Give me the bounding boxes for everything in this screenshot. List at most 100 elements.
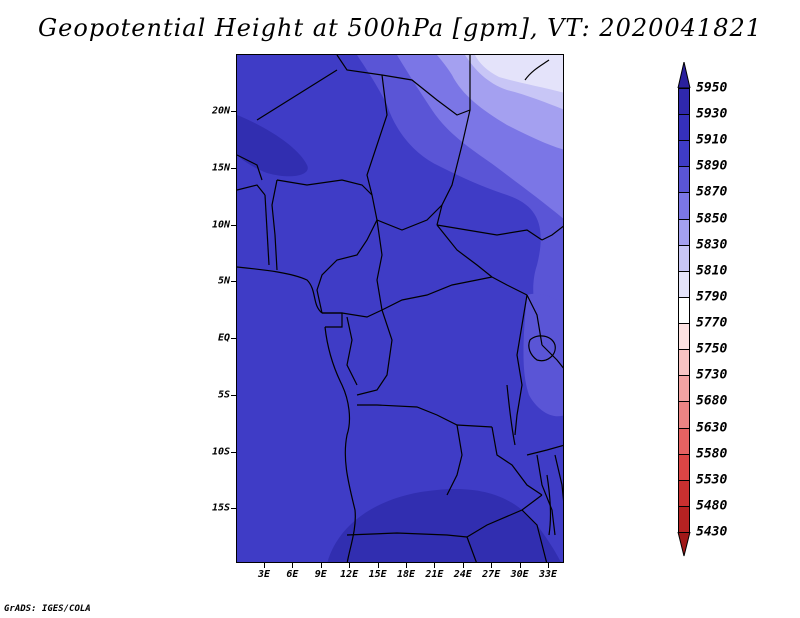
colorbar-tick <box>678 323 690 325</box>
colorbar-swatch <box>678 323 690 350</box>
longitude-tick <box>349 563 351 568</box>
geopotential-height-map <box>237 55 563 562</box>
latitude-tick <box>231 338 236 339</box>
colorbar-tick <box>678 114 690 116</box>
colorbar-swatch <box>678 349 690 376</box>
boundary-sudan-southsudan <box>436 224 543 241</box>
colorbar: 5950 5930 5910 5890 5870 5850 5830 5810 5790 5770… <box>672 62 772 557</box>
boundary-namibia-botswana <box>466 536 477 562</box>
boundary-southsudan-drc-uganda <box>491 276 528 296</box>
contour-band-dark-west <box>237 115 308 177</box>
latitude-tick <box>231 224 236 226</box>
colorbar-swatch <box>678 244 690 271</box>
longitude-tick <box>406 563 407 568</box>
colorbar-tick <box>678 270 690 272</box>
longitude-tick <box>519 563 521 568</box>
boundary-burkina <box>237 184 266 196</box>
contour-band-light1-east <box>523 293 563 417</box>
boundary-drc-zambia <box>491 426 543 496</box>
coastline-west-africa <box>237 266 323 314</box>
boundary-malawi <box>536 454 556 536</box>
boundary-car-southsudan <box>436 224 493 278</box>
colorbar-label: 5950 <box>696 80 728 96</box>
colorbar-swatch <box>678 375 690 402</box>
coastline-red-sea <box>524 59 550 81</box>
colorbar-swatch <box>678 140 690 167</box>
longitude-tick <box>434 563 436 568</box>
longitude-label-24e: 24E <box>453 569 472 580</box>
boundary-togo-benin <box>264 194 270 266</box>
boundary-congo-drc <box>356 309 393 396</box>
longitude-label-33e: 33E <box>538 569 558 580</box>
latitude-tick <box>231 167 236 169</box>
colorbar-swatch <box>678 166 690 193</box>
colorbar-swatch <box>678 427 690 454</box>
colorbar-label: 5750 <box>696 341 728 357</box>
latitude-axis: 20N 15N 10N 5N EQ 5S 10S 15S <box>0 54 236 563</box>
colorbar-label: 5810 <box>696 263 728 279</box>
boundary-angola-zambia <box>446 424 463 496</box>
map-panel <box>236 54 564 563</box>
longitude-label-27e: 27E <box>482 569 501 580</box>
latitude-tick <box>231 394 236 396</box>
colorbar-tick <box>678 88 690 89</box>
latitude-tick <box>231 281 236 283</box>
colorbar-tick <box>678 401 690 403</box>
lake-victoria <box>528 335 556 362</box>
latitude-label-eq: EQ <box>217 332 230 344</box>
boundary-tanzania-south <box>526 444 563 456</box>
colorbar-label: 5530 <box>696 472 728 488</box>
boundary-drc-east <box>514 294 528 436</box>
colorbar-label: 5870 <box>696 184 728 200</box>
colorbar-label: 5830 <box>696 237 728 253</box>
latitude-label-10s: 10S <box>211 446 230 457</box>
boundary-chad-sudan <box>436 109 471 226</box>
longitude-tick <box>292 563 294 568</box>
contour-band-lightest-ne <box>475 55 563 93</box>
colorbar-bottom-triangle <box>677 532 691 557</box>
longitude-tick <box>264 563 265 568</box>
boundary-gabon-congo <box>346 316 358 386</box>
lake-malawi <box>546 474 552 536</box>
colorbar-label: 5890 <box>696 158 728 174</box>
latitude-label-20n: 20N <box>211 105 230 117</box>
boundary-niger-nigeria <box>276 179 373 196</box>
boundary-car-drc <box>381 276 493 311</box>
boundary-drc-angola <box>357 404 493 428</box>
coastline-gulf-guinea <box>324 326 356 562</box>
latitude-tick <box>231 508 236 510</box>
boundary-ethiopia <box>541 225 563 241</box>
colorbar-label: 5930 <box>696 106 728 122</box>
country-boundaries <box>237 55 563 562</box>
grads-credit: GrADS: IGES/COLA <box>4 604 91 614</box>
boundary-cameroon-car <box>376 219 383 311</box>
longitude-axis: 3E 6E 9E 12E 15E 18E 21E 24E 27E 30E 33E <box>236 563 564 593</box>
boundary-sahara-north <box>336 55 471 116</box>
boundary-benin-nigeria <box>271 179 278 271</box>
colorbar-label: 5430 <box>696 524 728 540</box>
boundary-zimbabwe <box>521 509 548 562</box>
colorbar-tick <box>678 296 690 298</box>
boundary-kenya-uganda <box>526 294 543 346</box>
colorbar-label: 5850 <box>696 211 728 227</box>
colorbar-label: 5630 <box>696 420 728 436</box>
colorbar-swatch <box>678 505 690 532</box>
colorbar-tick <box>678 427 690 429</box>
longitude-tick <box>462 563 464 568</box>
latitude-label-5n: 5N <box>217 275 230 287</box>
boundary-chad-car <box>376 204 443 231</box>
boundary-algeria-niger <box>256 69 338 121</box>
colorbar-swatch <box>678 218 690 245</box>
colorbar-tick <box>678 505 690 507</box>
colorbar-swatch <box>678 270 690 297</box>
colorbar-label: 5910 <box>696 132 728 148</box>
longitude-label-9e: 9E <box>314 569 327 580</box>
boundary-niger-chad <box>366 74 388 196</box>
latitude-tick <box>231 451 236 453</box>
longitude-label-12e: 12E <box>340 569 359 580</box>
colorbar-tick <box>678 244 690 246</box>
lake-tanganyika <box>506 384 516 446</box>
colorbar-tick <box>678 218 690 220</box>
latitude-label-10n: 10N <box>211 219 230 230</box>
colorbar-swatch <box>678 296 690 324</box>
